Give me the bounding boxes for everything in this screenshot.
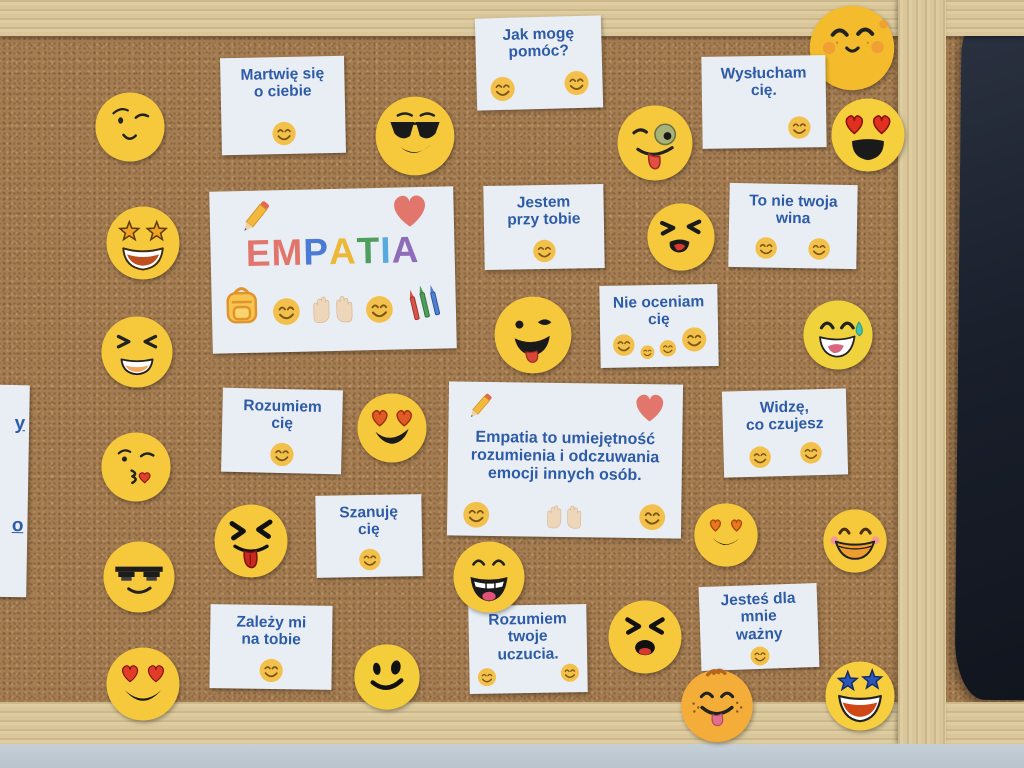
- card-text: Rozumiem cię: [243, 397, 322, 433]
- card-text: Nie oceniam cię: [612, 293, 705, 329]
- smiling-face-icon: [257, 657, 284, 684]
- smiling-face-icon: [559, 662, 580, 683]
- smiling-face-icon: [461, 500, 491, 530]
- heart-eyes-grin-face-emoji: [356, 392, 428, 464]
- empatia-letter: I: [379, 229, 393, 271]
- card-partial-left-edge: y o: [0, 384, 30, 598]
- heart-eyes-face-emoji: [105, 646, 181, 722]
- card-text: Jesteś dla mnie ważny: [720, 589, 796, 644]
- winking-tongue-out-face-emoji: [493, 295, 573, 375]
- card-text: Szanuję cię: [339, 503, 399, 539]
- smiling-face-icon: [531, 238, 557, 264]
- empatia-letter: A: [328, 230, 358, 273]
- card-jestes-dla-mnie-wazny: Jesteś dla mnie ważny: [698, 582, 820, 672]
- smiling-face-icon: [562, 69, 591, 98]
- card-nie-oceniam-cie: Nie oceniam cię: [599, 283, 719, 369]
- frame-right-joint: [898, 0, 946, 744]
- card-rozumiem-cie: Rozumiem cię: [221, 387, 343, 475]
- freckled-hair-tongue-face-emoji: [678, 667, 756, 745]
- card-text: Martwię się o ciebie: [240, 65, 325, 101]
- pixel-sunglasses-face-emoji: [102, 540, 176, 614]
- blushing-smile-face-emoji: [808, 4, 896, 92]
- card-text: Jak mogę pomóc?: [502, 25, 575, 62]
- grinning-teeth-blush-face-emoji: [822, 508, 888, 574]
- smiling-face-icon: [639, 344, 655, 360]
- crayons-icon: [409, 284, 441, 321]
- wall-below-board: [0, 744, 1024, 768]
- open-hands-icon: [547, 505, 582, 529]
- empatia-letter: A: [391, 229, 420, 271]
- empatia-letter: T: [356, 229, 381, 272]
- card-to-nie-twoja-wina: To nie twoja wina: [728, 182, 858, 270]
- card-jak-moge-pomoc: Jak mogę pomóc?: [474, 15, 604, 111]
- smiling-face-icon: [270, 120, 298, 148]
- cool-sunglasses-face-emoji: [374, 95, 456, 177]
- partial-text-fragment: y: [14, 413, 26, 435]
- card-szanuje-cie: Szanuję cię: [315, 494, 423, 578]
- winking-face-emoji: [94, 91, 166, 163]
- star-struck-face-emoji: [105, 205, 181, 281]
- smiling-face-icon: [268, 441, 296, 469]
- smiling-face-icon: [679, 325, 707, 353]
- card-text: Zależy mi na tobie: [236, 613, 307, 649]
- smiling-face-icon: [637, 502, 667, 532]
- smiling-face-icon: [611, 332, 636, 357]
- card-empatia-definition: Empatia to umiejętność rozumienia i odcz…: [446, 381, 684, 539]
- laughing-sweat-drop-face-emoji: [802, 299, 874, 371]
- card-text: To nie twoja wina: [749, 192, 838, 228]
- smiling-face-icon: [749, 645, 772, 668]
- pencil-icon: [244, 201, 270, 231]
- squinting-red-tongue-face-emoji: [213, 503, 289, 579]
- empatia-letter: P: [302, 231, 330, 273]
- card-text: Jestem przy tobie: [507, 193, 581, 229]
- backpack-icon: [226, 287, 258, 324]
- zany-wink-tongue-face-emoji: [616, 104, 694, 182]
- laughing-teeth-tongue-face-emoji: [452, 540, 526, 614]
- partial-text-fragment: o: [11, 515, 24, 537]
- card-text: Widzę, co czujesz: [745, 398, 824, 435]
- heart-icon: [394, 195, 426, 227]
- empatia-letter: M: [271, 231, 304, 274]
- smiling-face-icon: [271, 296, 303, 328]
- card-jestem-przy-tobie: Jestem przy tobie: [483, 183, 605, 271]
- classic-smiley-face-emoji: [353, 643, 421, 711]
- heart-eyes-open-mouth-face-emoji: [830, 97, 906, 173]
- definition-text: Empatia to umiejętność rozumienia i odcz…: [470, 428, 660, 484]
- card-martwie-sie-o-ciebie: Martwię się o ciebie: [219, 55, 347, 156]
- xd-laughing-small-tongue-face-emoji: [607, 599, 683, 675]
- smiling-face-icon: [357, 547, 382, 572]
- squinting-tongue-face-emoji: [646, 202, 716, 272]
- card-widze-co-czujesz: Widzę, co czujesz: [721, 388, 849, 478]
- smiling-face-icon: [798, 440, 824, 466]
- smiling-face-icon: [786, 114, 812, 140]
- laughing-xd-face-emoji: [100, 315, 174, 389]
- dark-poster: [954, 25, 1024, 701]
- star-eyes-open-mouth-face-emoji: [824, 660, 896, 732]
- smiling-face-icon: [753, 235, 778, 260]
- heart-icon: [636, 394, 664, 422]
- pencil-icon: [470, 393, 492, 418]
- card-rozumiem-twoje-uczucia: Rozumiem twoje uczucia.: [468, 603, 588, 695]
- smiling-face-icon: [476, 667, 497, 688]
- empatia-letter: E: [245, 232, 272, 274]
- smiling-face-icon: [488, 75, 517, 104]
- open-hands-icon: [313, 296, 353, 323]
- card-text: Wysłucham cię.: [720, 64, 807, 100]
- heart-eyes-smirk-face-emoji: [693, 502, 759, 568]
- smiling-face-icon: [806, 236, 831, 261]
- card-wyslucham-cie: Wysłucham cię.: [701, 55, 827, 149]
- smiling-face-icon: [658, 339, 677, 358]
- face-blowing-kiss-emoji: [100, 431, 172, 503]
- smiling-face-icon: [364, 294, 396, 326]
- smiling-face-icon: [747, 444, 773, 470]
- card-zalezy-mi-na-tobie: Zależy mi na tobie: [209, 604, 333, 690]
